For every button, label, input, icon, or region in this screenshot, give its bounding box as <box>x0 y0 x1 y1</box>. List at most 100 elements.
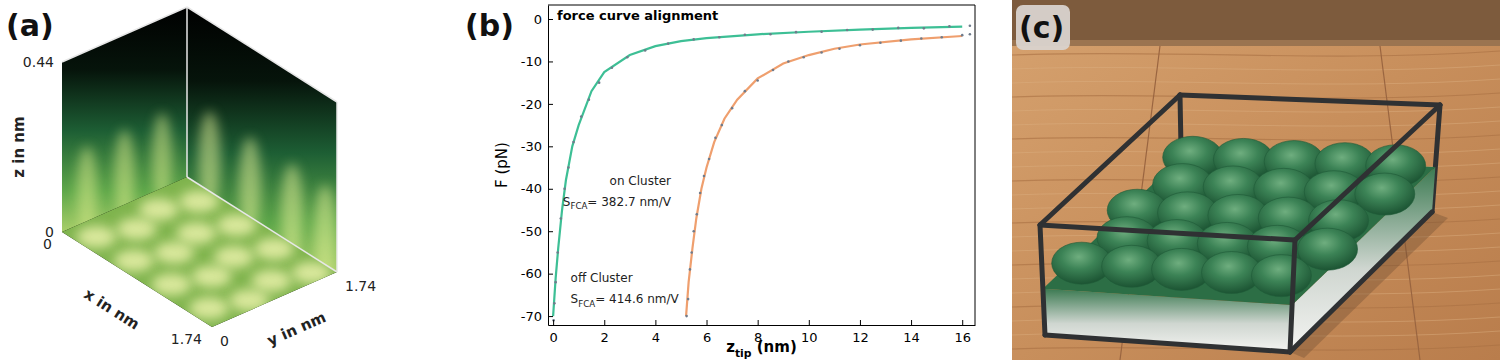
data-point <box>685 315 688 318</box>
data-point <box>696 213 699 216</box>
data-point <box>969 24 972 27</box>
tick-mark <box>911 320 912 325</box>
text-part: = 414.6 nm/V <box>595 292 679 306</box>
box-frame <box>1040 225 1295 240</box>
data-point <box>846 29 849 32</box>
floor-spot <box>114 250 154 272</box>
frame <box>548 5 975 6</box>
tick-mark <box>809 320 810 325</box>
data-point <box>718 36 721 39</box>
data-point <box>795 31 798 34</box>
wood-grain <box>1012 79 1500 84</box>
tick-mark <box>655 320 656 325</box>
tick-mark <box>548 189 553 190</box>
tick-label: 0 <box>549 330 557 345</box>
floor-spot <box>251 270 291 292</box>
floor-spot <box>229 289 269 311</box>
data-point <box>714 137 717 140</box>
data-point <box>580 115 583 118</box>
tick-label: 0.44 <box>23 54 54 70</box>
data-point <box>859 44 862 47</box>
floor-spot <box>139 199 179 221</box>
subscript: tip <box>735 347 752 360</box>
scene <box>1012 0 1500 360</box>
tick-label: -70 <box>521 309 542 324</box>
wall-texture <box>199 111 337 280</box>
plot-area <box>552 24 971 321</box>
data-point <box>871 28 874 31</box>
tick: -70 <box>521 309 553 324</box>
data-point <box>802 56 805 59</box>
floor-spot <box>214 246 254 268</box>
panel-label: (a) <box>6 8 54 43</box>
tick-label: -40 <box>521 181 542 196</box>
tick-label: 12 <box>852 330 869 345</box>
tick-mark <box>604 320 605 325</box>
data-point <box>699 192 702 195</box>
data-point <box>838 47 841 50</box>
wood-grain <box>1012 51 1500 56</box>
data-point <box>563 187 566 190</box>
text-part: on Cluster <box>610 174 671 188</box>
tick-label: 1.74 <box>345 278 376 294</box>
box-edge <box>187 7 337 102</box>
data-point <box>721 124 724 127</box>
text-part: S <box>571 292 579 306</box>
box-frame <box>1040 95 1180 225</box>
data-point <box>611 67 614 70</box>
tick-mark <box>548 19 553 20</box>
data-point <box>731 107 734 110</box>
annotation: SFCA= 414.6 nm/V <box>571 292 680 309</box>
tick: -50 <box>521 224 553 239</box>
data-point <box>897 27 900 30</box>
surface-side <box>1290 167 1435 352</box>
data-point <box>961 34 964 37</box>
data-point <box>556 251 559 254</box>
box-edge <box>62 7 187 62</box>
data-line <box>553 27 962 316</box>
tick: -30 <box>521 139 553 154</box>
figure: 00.44z in nm01.74x in nm01.74y in nm(a)0… <box>0 0 1500 360</box>
data-point <box>690 251 693 254</box>
floor-spot <box>151 274 191 296</box>
data-point <box>708 158 711 161</box>
box-edge <box>186 7 188 177</box>
data-point <box>820 30 823 33</box>
floor-spot <box>154 242 194 264</box>
annotation: off Cluster <box>571 271 633 285</box>
annotation: on Cluster <box>610 174 671 188</box>
tick-mark <box>548 104 553 105</box>
box-edge <box>336 102 338 272</box>
tick-label: 0 <box>43 236 52 252</box>
wood-grain <box>1012 65 1500 70</box>
axis-title: z in nm <box>10 116 28 177</box>
tick: -60 <box>521 266 553 281</box>
tick-label: 2 <box>601 330 609 345</box>
tick-label: 10 <box>801 330 818 345</box>
tick-mark <box>548 146 553 147</box>
axis-title: F (pN) <box>493 142 511 188</box>
data-point <box>553 302 556 305</box>
data-point <box>559 217 562 220</box>
wood-grain <box>1012 107 1500 112</box>
tick: 6 <box>703 320 711 345</box>
tick: -40 <box>521 181 553 196</box>
data-point <box>692 38 695 41</box>
data-line <box>686 36 962 316</box>
tick-label: 6 <box>703 330 711 345</box>
volume-back <box>62 7 337 327</box>
tick-mark <box>962 320 963 325</box>
box-frame <box>1045 335 1290 352</box>
floor-spot <box>76 226 116 248</box>
axis-title: ztip (nm) <box>726 338 797 360</box>
tick: -10 <box>521 54 553 69</box>
data-point <box>703 175 706 178</box>
tick-mark <box>758 320 759 325</box>
tick-mark <box>553 320 554 325</box>
data-point <box>772 69 775 72</box>
tick-label: 14 <box>903 330 920 345</box>
axis-title: y in nm <box>264 308 328 350</box>
chart-title: force curve alignment <box>557 8 718 23</box>
tick-label: 0 <box>534 12 542 27</box>
panel-a: 00.44z in nm01.74x in nm01.74y in nm(a) <box>6 7 376 350</box>
